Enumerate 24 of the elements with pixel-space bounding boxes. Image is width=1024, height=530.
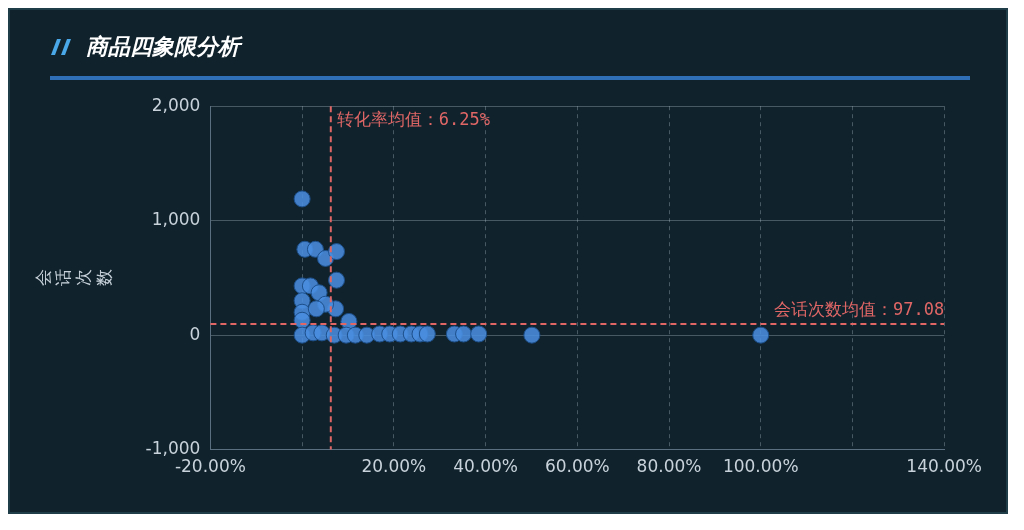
x-tick-label: 140.00% [906,456,982,477]
y-tick-label: 0 [189,323,201,344]
x-tick-label: 100.00% [722,456,799,477]
point [306,240,324,258]
point [293,190,311,208]
point [307,300,325,318]
ref-line-label: 会话次数均值：97.08 [773,298,945,319]
x-tick-label: 20.00% [361,456,427,477]
point [328,271,346,289]
y-tick-label: 1,000 [151,209,201,230]
x-tick-label: -20.00% [174,456,246,477]
y-tick-label: -1,000 [145,438,201,459]
y-axis-title: 会话次数 [32,269,114,287]
x-tick-label: 80.00% [636,456,702,477]
ref-line-label: 转化率均值：6.25% [336,109,490,130]
x-tick-label: 60.00% [544,456,610,477]
point [328,243,346,261]
x-tick-label: 40.00% [453,456,518,477]
point [752,326,770,344]
point [523,326,541,344]
point [470,325,488,343]
point [418,325,436,343]
y-tick-label: 2,000 [151,94,201,115]
point [455,325,473,343]
